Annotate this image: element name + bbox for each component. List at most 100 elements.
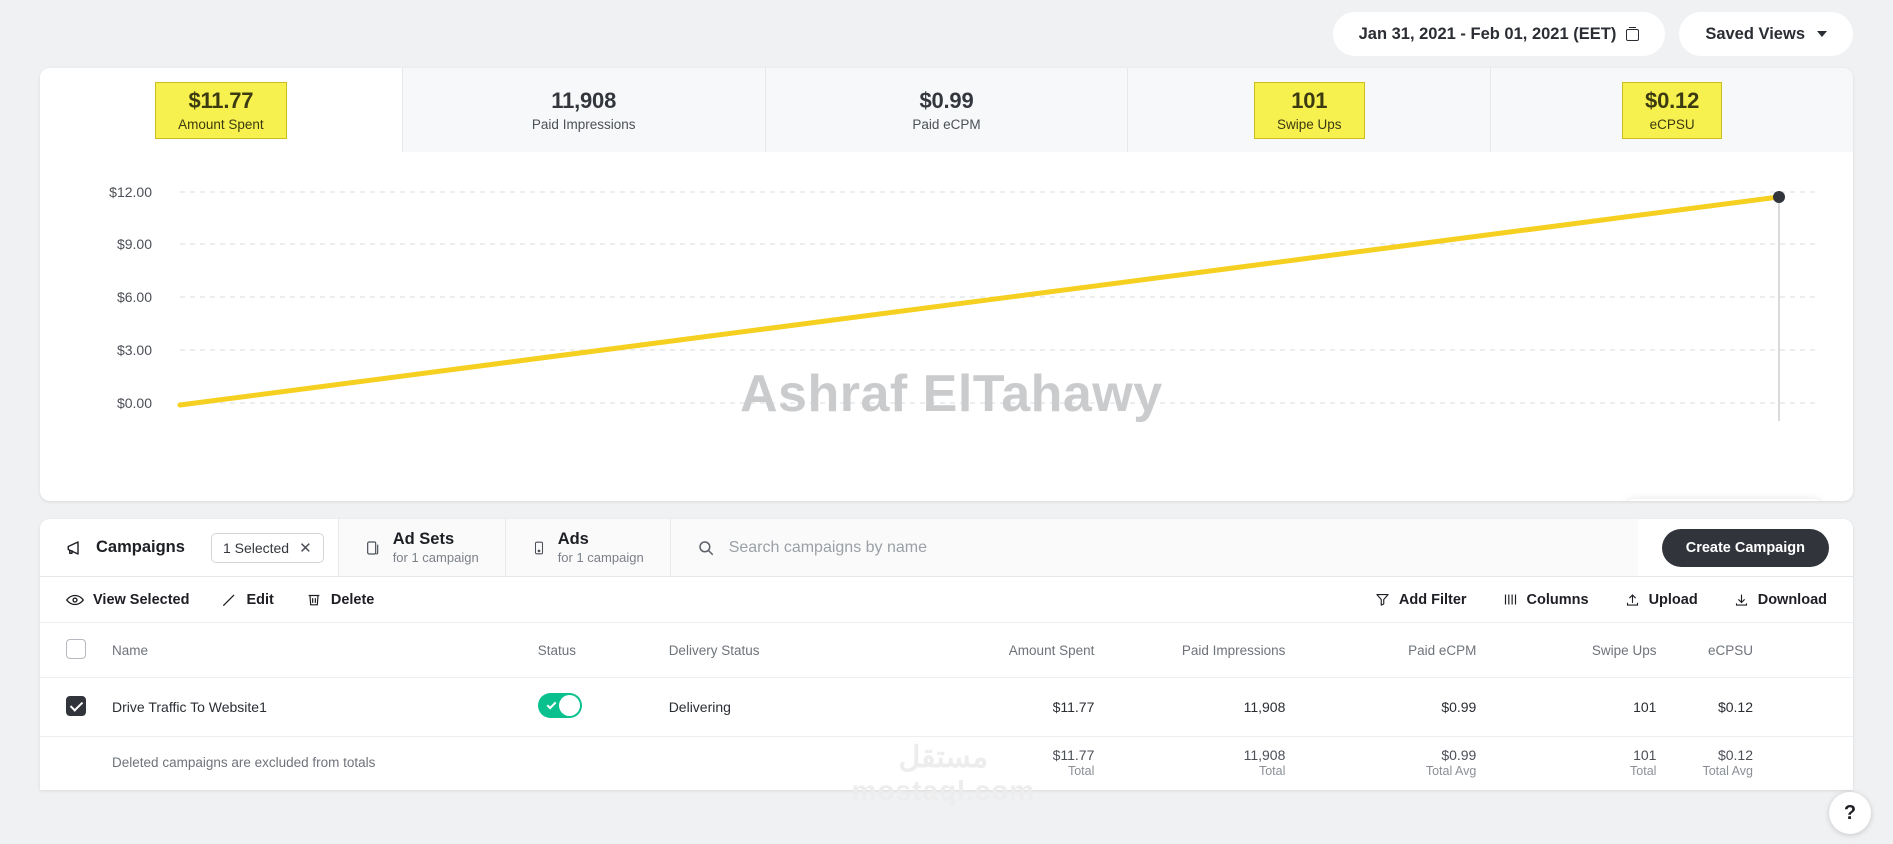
action-label: Delete [330, 591, 375, 608]
column-delivery-status[interactable]: Delivery Status [668, 623, 904, 678]
selection-chip[interactable]: 1 Selected ✕ [210, 532, 324, 563]
grid-lines [180, 191, 1818, 404]
cell-amount-spent: $11.77 [903, 677, 1095, 737]
svg-text:$12.00: $12.00 [109, 184, 152, 200]
svg-text:$0.00: $0.00 [117, 395, 152, 411]
svg-text:$9.00: $9.00 [117, 236, 152, 252]
select-all-header [40, 623, 113, 678]
campaigns-panel: Campaigns 1 Selected ✕ Ad Sets for 1 cam… [40, 519, 1853, 790]
kpi-value: $0.99 [919, 87, 974, 113]
svg-text:$3.00: $3.00 [117, 342, 152, 358]
delete-button[interactable]: Delete [306, 591, 375, 608]
column-name[interactable]: Name [112, 623, 538, 678]
view-selected-button[interactable]: View Selected [66, 592, 189, 608]
kpi-ecpsu[interactable]: $0.12 eCPSU [1491, 68, 1853, 152]
chart-svg: $12.00 $9.00 $6.00 $3.00 $0.00 [109, 184, 1818, 421]
kpi-label: Swipe Ups [1277, 116, 1342, 132]
kpi-label: Amount Spent [178, 116, 264, 132]
columns-icon [1503, 592, 1518, 607]
column-ecpsu[interactable]: eCPSU [1656, 623, 1853, 678]
question-mark-icon: ? [1843, 801, 1857, 824]
kpi-label: eCPSU [1649, 116, 1695, 132]
column-paid-impressions[interactable]: Paid Impressions [1094, 623, 1286, 678]
totals-note: Deleted campaigns are excluded from tota… [112, 755, 376, 770]
chart-tooltip: $11.77 Amount Spent Feb 1, 2021 [1626, 499, 1822, 501]
cell-ecpsu: $0.12 [1656, 677, 1853, 737]
row-select-cell [40, 677, 113, 737]
download-button[interactable]: Download [1734, 592, 1827, 608]
status-toggle[interactable] [537, 693, 582, 718]
tab-ads[interactable]: Ads for 1 campaign [505, 519, 671, 576]
upload-button[interactable]: Upload [1625, 592, 1698, 608]
column-amount-spent[interactable]: Amount Spent [903, 623, 1095, 678]
adsets-icon [365, 539, 381, 557]
kpi-row: $11.77 Amount Spent 11,908 Paid Impressi… [40, 68, 1853, 152]
kpi-swipe-ups[interactable]: 101 Swipe Ups [1128, 68, 1492, 152]
saved-views-dropdown[interactable]: Saved Views [1679, 12, 1853, 56]
upload-icon [1625, 592, 1640, 608]
close-icon[interactable]: ✕ [299, 539, 312, 557]
action-label: Edit [246, 591, 274, 608]
tab-sublabel: for 1 campaign [557, 550, 644, 565]
kpi-paid-ecpm[interactable]: $0.99 Paid eCPM [765, 68, 1129, 152]
table-row[interactable]: Drive Traffic To Website1 Delivering $11… [40, 677, 1853, 737]
search-placeholder: Search campaigns by name [728, 538, 928, 556]
tab-ad-sets[interactable]: Ad Sets for 1 campaign [338, 519, 506, 576]
column-paid-ecpm[interactable]: Paid eCPM [1285, 623, 1477, 678]
tab-campaigns[interactable]: Campaigns 1 Selected ✕ [40, 519, 339, 576]
cell-name: Drive Traffic To Website1 [112, 677, 538, 737]
trash-icon [306, 591, 322, 608]
kpi-value: 11,908 [551, 87, 617, 113]
cell-paid-ecpm: $0.99 [1285, 677, 1477, 737]
line-chart[interactable]: $12.00 $9.00 $6.00 $3.00 $0.00 Ashraf El… [40, 152, 1853, 501]
columns-button[interactable]: Columns [1503, 592, 1589, 608]
help-button[interactable]: ? [1829, 792, 1871, 834]
top-bar: Jan 31, 2021 - Feb 01, 2021 (EET) Saved … [0, 0, 1893, 68]
tab-label: Campaigns [96, 538, 185, 556]
table-header: Name Status Delivery Status Amount Spent… [40, 623, 1853, 678]
add-filter-button[interactable]: Add Filter [1375, 592, 1467, 608]
column-swipe-ups[interactable]: Swipe Ups [1476, 623, 1657, 678]
ads-icon [532, 539, 546, 557]
pencil-icon [221, 592, 237, 608]
tab-label: Ads [557, 530, 589, 548]
action-label: Download [1757, 591, 1827, 608]
campaigns-table: Name Status Delivery Status Amount Spent… [40, 623, 1853, 790]
kpi-value: $11.77 [188, 87, 254, 113]
tab-sublabel: for 1 campaign [392, 550, 479, 565]
total-ecpsu: $0.12 Total Avg [1702, 747, 1753, 778]
svg-text:$6.00: $6.00 [117, 289, 152, 305]
total-swipe-ups: 101 Total [1630, 747, 1657, 778]
action-toolbar: View Selected Edit Delete [40, 577, 1853, 623]
saved-views-label: Saved Views [1705, 24, 1805, 43]
cell-swipe-ups: 101 [1476, 677, 1657, 737]
filter-icon [1375, 592, 1390, 607]
total-paid-impressions: 11,908 Total [1243, 747, 1286, 778]
select-all-checkbox[interactable] [66, 639, 86, 659]
create-campaign-wrap: Create Campaign [1637, 519, 1853, 576]
row-checkbox[interactable] [66, 695, 86, 716]
y-axis-ticks: $12.00 $9.00 $6.00 $3.00 $0.00 [109, 184, 152, 411]
kpi-label: Paid Impressions [531, 116, 636, 132]
action-label: Columns [1526, 591, 1589, 608]
kpi-paid-impressions[interactable]: 11,908 Paid Impressions [402, 68, 766, 152]
tab-bar: Campaigns 1 Selected ✕ Ad Sets for 1 cam… [40, 519, 1853, 577]
chart-card: $11.77 Amount Spent 11,908 Paid Impressi… [40, 68, 1853, 501]
data-point-marker [1773, 191, 1785, 203]
search-field[interactable]: Search campaigns by name [670, 519, 1638, 576]
chevron-down-icon [1817, 31, 1827, 37]
series-amount-spent [177, 194, 1782, 408]
column-status[interactable]: Status [537, 623, 669, 678]
cell-delivery-status: Delivering [668, 677, 904, 737]
total-paid-ecpm: $0.99 Total Avg [1425, 747, 1477, 778]
cell-status [537, 677, 669, 737]
action-label: Upload [1648, 591, 1698, 608]
totals-row: Deleted campaigns are excluded from tota… [40, 737, 1853, 791]
kpi-amount-spent[interactable]: $11.77 Amount Spent [40, 68, 403, 152]
action-label: View Selected [93, 591, 190, 608]
date-range-label: Jan 31, 2021 - Feb 01, 2021 (EET) [1358, 24, 1617, 43]
edit-button[interactable]: Edit [221, 591, 274, 608]
total-amount-spent: $11.77 Total [1052, 747, 1095, 778]
date-range-picker[interactable]: Jan 31, 2021 - Feb 01, 2021 (EET) [1332, 12, 1666, 56]
create-campaign-button[interactable]: Create Campaign [1661, 528, 1829, 567]
